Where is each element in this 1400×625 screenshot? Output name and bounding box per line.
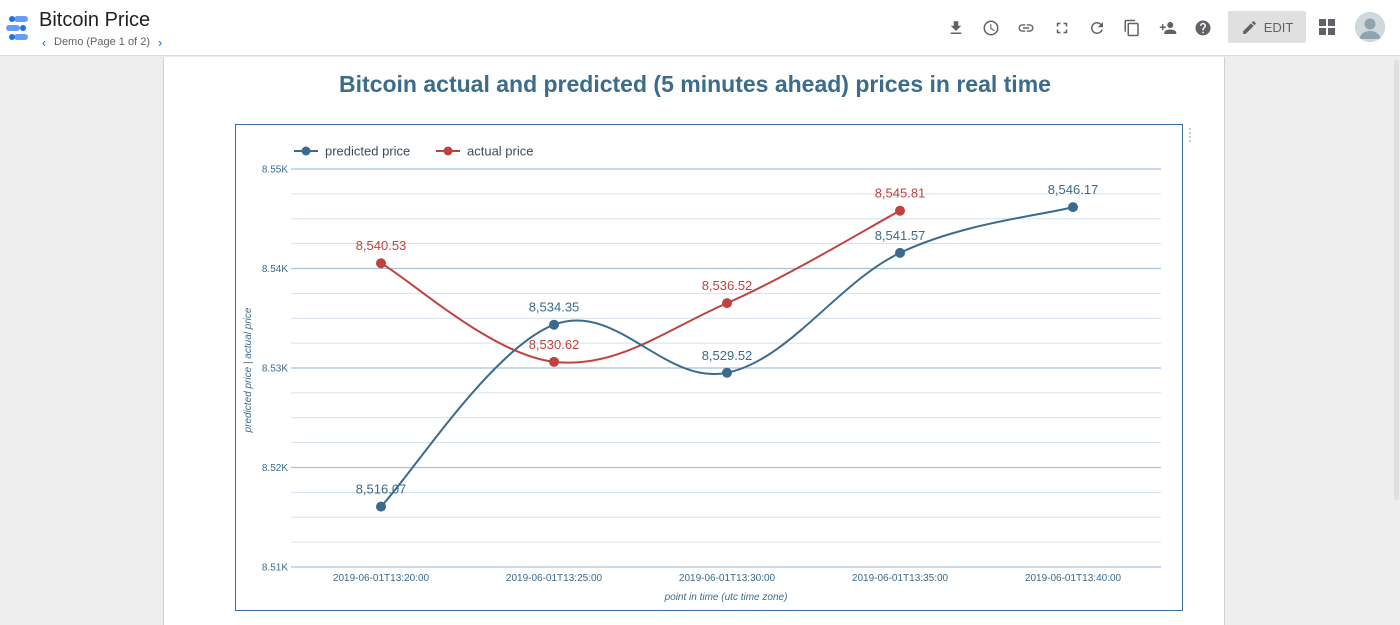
data-label: 8,545.81 <box>875 186 926 201</box>
y-axis: 8.51K 8.52K 8.53K 8.54K 8.55K <box>262 165 288 574</box>
pencil-icon <box>1242 20 1256 34</box>
link-icon[interactable] <box>1014 14 1038 42</box>
data-label: 8,540.53 <box>356 238 407 253</box>
app-header: Bitcoin Price ‹ Demo (Page 1 of 2) › <box>0 0 1400 56</box>
chart-series: 8,540.53 8,530.62 8,536.52 8,545.81 8,516.07… <box>356 182 1099 512</box>
x-axis-title: point in time (utc time zone) <box>664 592 788 603</box>
data-point[interactable] <box>376 258 386 269</box>
data-studio-logo-icon[interactable] <box>4 14 30 42</box>
page-navigator: ‹ Demo (Page 1 of 2) › <box>38 34 166 50</box>
x-axis: 2019-06-01T13:20:00 2019-06-01T13:25:00 20… <box>333 573 1122 584</box>
x-tick-label: 2019-06-01T13:20:00 <box>333 573 430 584</box>
history-icon[interactable] <box>979 14 1003 42</box>
legend-item[interactable]: predicted price <box>294 144 410 159</box>
data-point[interactable] <box>549 319 559 330</box>
data-label: 8,541.57 <box>875 228 926 243</box>
y-tick-label: 8.55K <box>262 165 288 176</box>
data-label: 8,536.52 <box>702 278 753 293</box>
data-label: 8,529.52 <box>702 348 753 363</box>
chart-legend: predicted price actual price <box>294 144 533 159</box>
fullscreen-icon[interactable] <box>1050 14 1074 42</box>
share-icon[interactable] <box>1156 14 1180 42</box>
y-tick-label: 8.52K <box>262 463 288 474</box>
avatar[interactable] <box>1355 12 1385 42</box>
y-axis-title: predicted price | actual price <box>243 307 254 433</box>
x-tick-label: 2019-06-01T13:35:00 <box>852 573 949 584</box>
edit-label: EDIT <box>1263 19 1294 35</box>
copy-icon[interactable] <box>1120 14 1144 42</box>
page-label[interactable]: Demo (Page 1 of 2) <box>54 36 150 48</box>
data-point[interactable] <box>1068 202 1078 213</box>
edit-button[interactable]: EDIT <box>1228 11 1306 43</box>
help-icon[interactable] <box>1191 14 1215 42</box>
data-point[interactable] <box>549 356 559 367</box>
data-label: 8,546.17 <box>1048 182 1099 197</box>
data-label: 8,534.35 <box>529 300 580 315</box>
report-canvas: Bitcoin actual and predicted (5 minutes … <box>163 57 1225 625</box>
x-tick-label: 2019-06-01T13:40:00 <box>1025 573 1122 584</box>
data-point[interactable] <box>376 501 386 512</box>
line-chart[interactable]: 8.51K 8.52K 8.53K 8.54K 8.55K 2019-06-01T13:… <box>236 125 1181 609</box>
y-tick-label: 8.51K <box>262 563 288 574</box>
next-page-icon[interactable]: › <box>157 34 163 50</box>
legend-item[interactable]: actual price <box>436 144 533 159</box>
scrollbar[interactable] <box>1394 60 1399 500</box>
data-point[interactable] <box>722 367 732 378</box>
series-line-predicted[interactable] <box>380 206 1074 508</box>
legend-label: actual price <box>467 144 533 159</box>
refresh-icon[interactable] <box>1085 14 1109 42</box>
legend-marker <box>301 146 311 156</box>
download-icon[interactable] <box>944 14 968 42</box>
x-tick-label: 2019-06-01T13:30:00 <box>679 573 776 584</box>
legend-marker <box>443 146 453 156</box>
user-icon <box>1355 12 1385 42</box>
drag-handle-icon[interactable] <box>1187 127 1193 143</box>
data-point[interactable] <box>895 205 905 216</box>
y-tick-label: 8.54K <box>262 264 288 275</box>
previous-page-icon[interactable]: ‹ <box>41 34 47 50</box>
series-line-actual[interactable] <box>380 209 901 364</box>
data-label: 8,516.07 <box>356 482 407 497</box>
x-tick-label: 2019-06-01T13:25:00 <box>506 573 603 584</box>
data-point[interactable] <box>722 298 732 309</box>
report-name[interactable]: Bitcoin Price <box>39 9 151 31</box>
apps-grid-icon[interactable] <box>1318 18 1336 36</box>
legend-label: predicted price <box>325 144 410 159</box>
chart-frame[interactable]: 8.51K 8.52K 8.53K 8.54K 8.55K 2019-06-01T13:… <box>235 124 1183 611</box>
data-label: 8,530.62 <box>529 337 580 352</box>
y-tick-label: 8.53K <box>262 364 288 375</box>
data-point[interactable] <box>895 247 905 258</box>
report-title: Bitcoin actual and predicted (5 minutes … <box>339 71 1051 97</box>
